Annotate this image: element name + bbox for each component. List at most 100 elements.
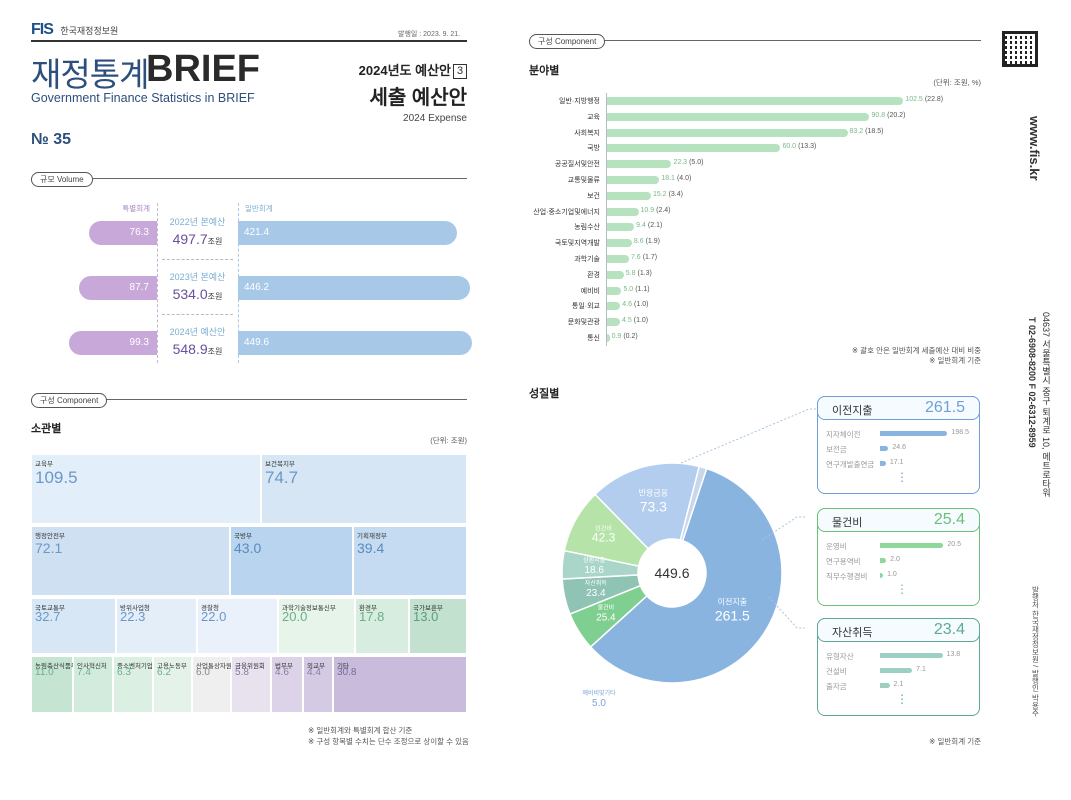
nature-item-value: 198.5	[951, 429, 970, 436]
field-bar-value: 4.6 (1.0)	[622, 301, 648, 308]
treemap-cell-name: 국방부	[234, 533, 252, 540]
field-bar	[607, 318, 620, 327]
logo-text: 한국재정정보원	[60, 26, 119, 36]
field-bar	[607, 223, 635, 232]
field-bar-percent: (1.9)	[645, 238, 660, 246]
volume-total-value: 548.9	[172, 341, 208, 357]
field-bar-amount: 5.0	[623, 285, 634, 293]
nature-title: 성질별	[529, 388, 560, 400]
treemap-cell-name: 국가보훈부	[413, 605, 443, 612]
ministry-treemap: 교육부 109.5 보건복지부 74.7 행정안전부 72.1 국방부 43.0 기획재정부 39…	[31, 454, 467, 713]
donut-connector-line	[761, 516, 805, 541]
nature-item-label: 보전금	[826, 445, 847, 454]
field-bar	[607, 176, 660, 184]
treemap-cell: 법무부 4.6	[271, 656, 303, 713]
treemap-cell: 경찰청 22.0	[197, 598, 278, 654]
field-bar-value: 5.8 (1.3)	[626, 270, 652, 277]
field-bar-label: 국방	[587, 145, 600, 153]
treemap-cell: 방위사업청 22.3	[116, 598, 197, 654]
treemap-cell: 보건복지부 74.7	[261, 454, 467, 524]
field-bar-value: 22.3 (5.0)	[673, 159, 703, 166]
volume-total-value: 497.7	[172, 231, 208, 247]
donut-slice-value: 5.0	[592, 698, 606, 709]
donut-slice-label: 반응금융	[639, 488, 668, 497]
nature-item-label: 출자금	[826, 682, 847, 691]
field-bar-label: 농림수산	[574, 224, 600, 232]
donut-slice-value: 18.6	[584, 565, 604, 576]
treemap-cell-value: 5.8	[235, 667, 249, 678]
field-bar	[607, 270, 624, 279]
field-bar-percent: (5.0)	[689, 159, 704, 167]
field-bar	[607, 207, 639, 216]
general-account-label: 일반회계	[245, 204, 273, 213]
volume-year-label: 2022년 본예산	[169, 217, 226, 227]
special-account-label: 특별회계	[122, 204, 150, 213]
general-account-bar: 421.4	[238, 221, 458, 245]
treemap-cell: 기타 30.8	[333, 656, 467, 713]
donut-slice-label: 인건비	[595, 525, 612, 533]
field-bar-amount: 18.1	[661, 175, 675, 182]
nature-item-value: 24.6	[892, 444, 906, 451]
donut-connector-line	[768, 596, 805, 629]
treemap-cell-value: 32.7	[35, 609, 61, 624]
field-bar-amount: 4.6	[622, 301, 633, 309]
volume-total-unit: 조원	[207, 237, 223, 246]
field-bar-value: 15.2 (3.4)	[653, 191, 683, 198]
nature-item-bar	[880, 668, 913, 673]
nature-item-label: 직무수행경비	[826, 572, 868, 581]
nature-item-bar	[880, 558, 887, 563]
nature-item-label: 건설비	[826, 667, 847, 676]
nature-item-bar	[880, 461, 886, 466]
field-bar-amount: 9.4	[636, 222, 646, 230]
donut-slice-value: 261.5	[715, 607, 750, 623]
volume-rule	[31, 178, 467, 179]
donut-slice-value: 42.3	[592, 531, 616, 545]
treemap-cell-name: 기타	[337, 663, 349, 670]
donut-slice	[594, 462, 701, 550]
nature-box-title: 자산취득	[832, 627, 873, 639]
field-bar-value: 83.2 (18.5)	[850, 128, 884, 135]
field-bar-percent: (1.0)	[633, 317, 649, 325]
donut-center-total: 449.6	[654, 565, 689, 581]
field-bar-amount: 90.8	[871, 111, 886, 119]
field-bar	[607, 239, 632, 248]
qr-code-icon[interactable]	[1002, 31, 1038, 67]
field-bar-label: 통신	[587, 335, 600, 342]
treemap-cell-name: 국토교통부	[35, 605, 65, 612]
treemap-cell: 국가보훈부 13.0	[409, 598, 467, 654]
field-bar-amount: 4.5	[622, 317, 632, 325]
nature-item-label: 지자체이전	[826, 430, 861, 439]
field-bar-percent: (1.0)	[634, 301, 649, 309]
field-bar-value: 10.9 (2.4)	[641, 207, 671, 214]
field-bar-amount: 10.9	[640, 206, 655, 214]
logo-mark: FIS	[31, 21, 54, 38]
treemap-cell-value: 6.0	[196, 667, 210, 678]
field-bar-value: 90.8 (20.2)	[871, 112, 905, 119]
treemap-cell-name: 기획재정부	[357, 533, 387, 540]
field-bar-value: 9.4 (2.1)	[636, 222, 662, 229]
volume-row-divider	[162, 314, 233, 315]
field-bar-label: 공공질서및안전	[554, 161, 600, 169]
website-url[interactable]: www.fis.kr	[1027, 116, 1042, 181]
treemap-cell-value: 11.0	[35, 667, 54, 678]
treemap-cell-name: 경찰청	[201, 605, 219, 612]
volume-total: 497.7조원	[157, 231, 238, 247]
field-bar	[607, 144, 781, 153]
nature-item-bar	[880, 431, 948, 436]
nature-box-title: 물건비	[832, 517, 863, 529]
field-bar-label: 교육	[587, 113, 600, 121]
nature-item-value: 2.0	[890, 556, 900, 563]
treemap-cell-value: 4.4	[307, 667, 321, 678]
treemap-cell-value: 6.3	[117, 667, 131, 678]
nature-item-label: 운영비	[826, 542, 847, 551]
field-title: 분야별	[529, 65, 560, 77]
field-bar-percent: (1.7)	[642, 254, 658, 261]
brand-title-en: BRIEF	[146, 48, 260, 90]
donut-slice-label: 상환지출	[583, 556, 606, 564]
field-bar-value: 4.5 (1.0)	[622, 317, 648, 324]
treemap-cell-value: 43.0	[234, 540, 262, 556]
treemap-cell-value: 39.4	[357, 540, 385, 556]
special-account-bar: 87.7	[78, 276, 157, 300]
nature-item-value: 13.8	[946, 651, 961, 658]
treemap-cell: 국방부 43.0	[230, 526, 353, 596]
